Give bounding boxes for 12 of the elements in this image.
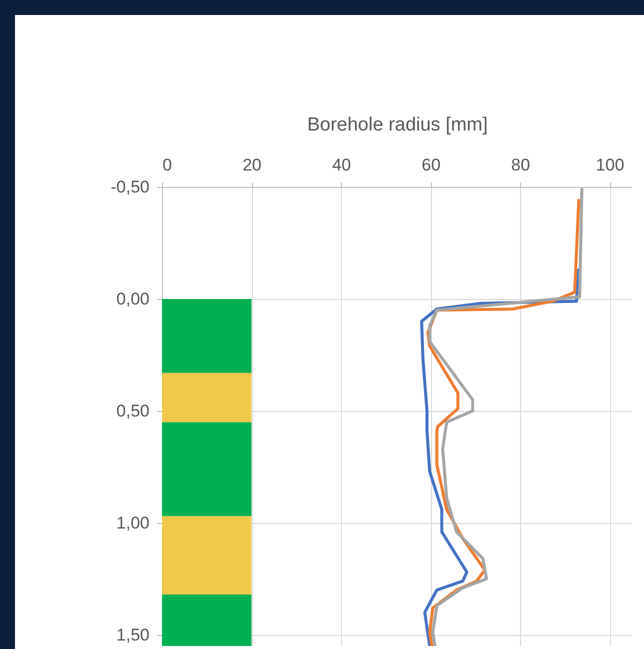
y-tick-label: -0,50 [110, 178, 150, 196]
x-tick-label: 0 [162, 156, 172, 174]
x-axis-title: Borehole radius [mm] [307, 114, 488, 136]
y-tick-label: 1,50 [116, 625, 150, 644]
y-tick-label: 0,00 [116, 289, 150, 308]
x-tick-label: 20 [242, 156, 262, 174]
x-tick-label: 80 [511, 156, 530, 174]
x-tick-label: 60 [422, 156, 441, 174]
y-tick-label: 1,00 [116, 513, 150, 532]
x-tick-label: 40 [332, 156, 352, 174]
x-tick-label: 100 [596, 156, 624, 174]
y-tick-label: 0,50 [116, 401, 150, 420]
